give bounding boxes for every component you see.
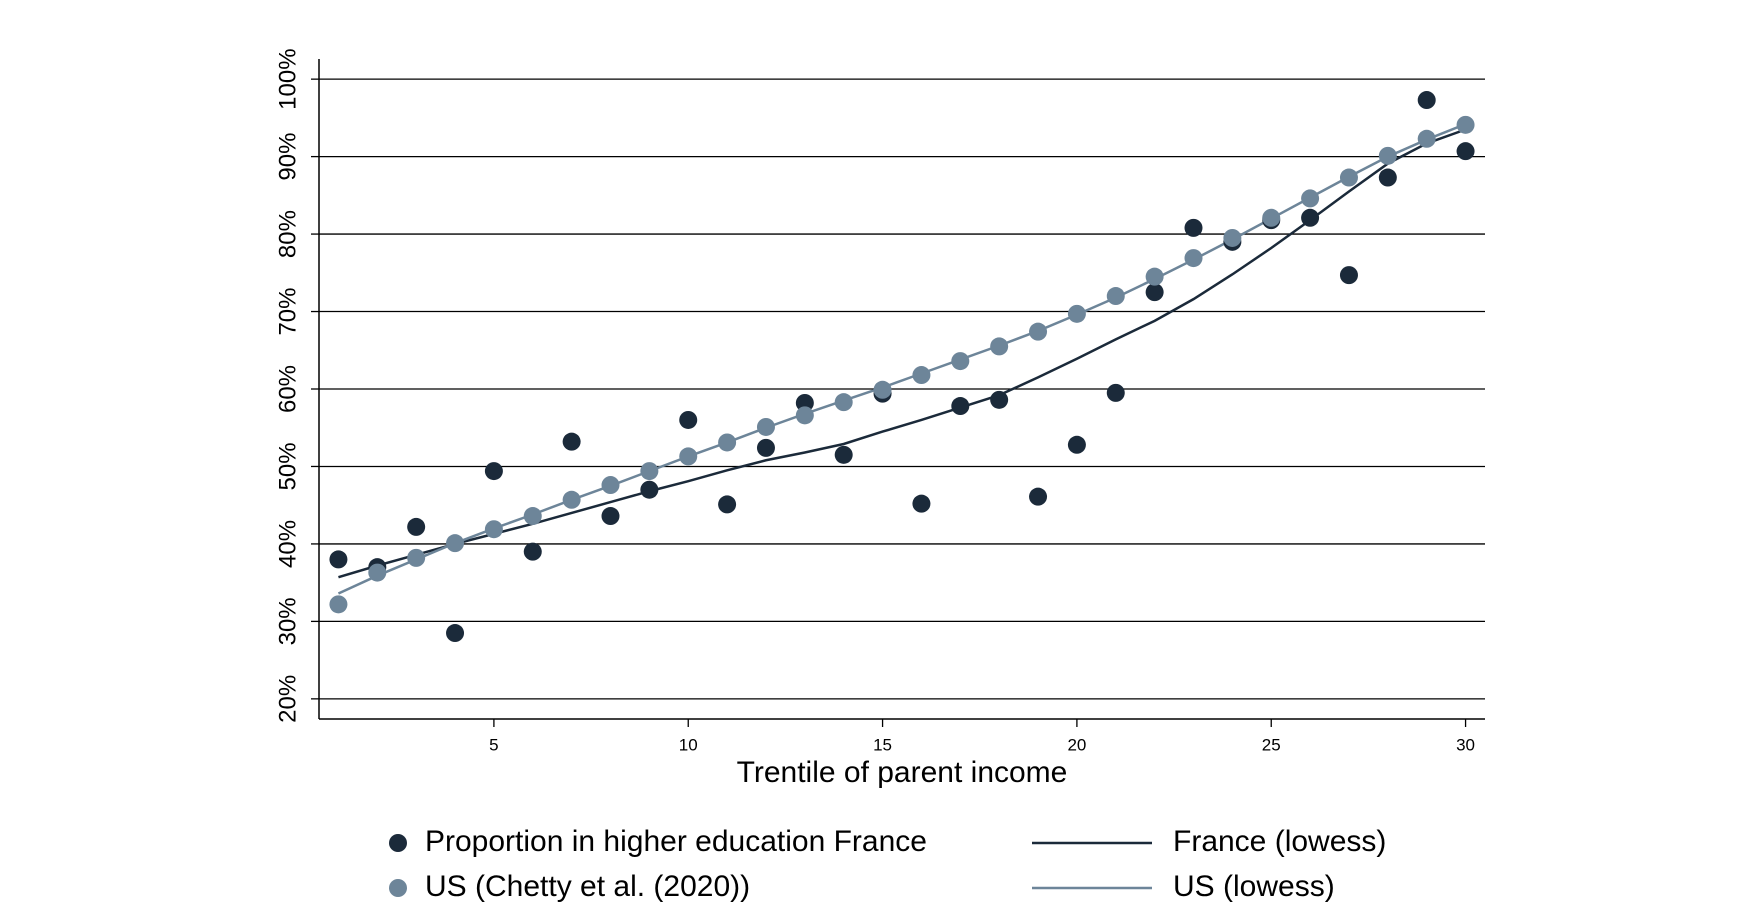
data-point xyxy=(951,352,970,371)
data-point xyxy=(1067,435,1086,454)
data-point xyxy=(1417,91,1436,110)
data-point xyxy=(1145,267,1164,286)
data-point xyxy=(601,476,620,495)
data-point xyxy=(912,366,931,385)
y-tick-label: 60% xyxy=(274,365,301,413)
data-point xyxy=(1145,283,1164,302)
x-tick-label: 30 xyxy=(1456,735,1475,754)
y-tick-label: 80% xyxy=(274,210,301,258)
data-point xyxy=(834,393,853,412)
y-tick-label: 90% xyxy=(274,133,301,181)
legend-label: Proportion in higher education France xyxy=(425,825,927,858)
data-point xyxy=(1339,168,1358,187)
lowess-line xyxy=(338,128,1466,579)
data-point xyxy=(640,480,659,499)
x-tick-label: 20 xyxy=(1067,735,1086,754)
x-tick-label: 10 xyxy=(679,735,698,754)
data-point xyxy=(407,548,426,567)
data-point xyxy=(756,417,775,436)
data-point xyxy=(523,507,542,526)
data-point xyxy=(1378,146,1397,165)
y-tick-label: 30% xyxy=(274,597,301,645)
data-point xyxy=(718,433,737,452)
y-tick-label: 50% xyxy=(274,442,301,490)
legend-label: US (Chetty et al. (2020)) xyxy=(425,870,750,903)
legend-label: France (lowess) xyxy=(1173,825,1386,858)
data-point xyxy=(718,495,737,514)
data-point xyxy=(1029,487,1048,506)
data-point xyxy=(1067,304,1086,323)
legend-swatch xyxy=(389,879,407,897)
data-point xyxy=(1417,129,1436,148)
data-point xyxy=(1456,142,1475,161)
data-point xyxy=(756,438,775,457)
data-point xyxy=(1106,287,1125,306)
x-tick-label: 5 xyxy=(489,735,498,754)
data-point xyxy=(1184,249,1203,268)
data-point xyxy=(990,390,1009,409)
x-axis-label: Trentile of parent income xyxy=(737,756,1068,789)
x-tick-label: 15 xyxy=(873,735,892,754)
lowess-line xyxy=(337,122,1467,595)
data-point xyxy=(834,445,853,464)
data-point xyxy=(484,520,503,539)
data-point xyxy=(1106,383,1125,402)
data-point xyxy=(873,380,892,399)
data-point xyxy=(1378,168,1397,187)
data-point xyxy=(1456,115,1475,134)
x-tick-label: 25 xyxy=(1262,735,1281,754)
data-point xyxy=(912,494,931,513)
legend-label: US (lowess) xyxy=(1173,870,1335,903)
y-tick-label: 70% xyxy=(274,288,301,336)
y-tick-label: 20% xyxy=(274,675,301,723)
data-point xyxy=(1223,228,1242,247)
data-point xyxy=(990,337,1009,356)
data-point xyxy=(484,462,503,481)
y-tick-label: 40% xyxy=(274,520,301,568)
data-point xyxy=(951,397,970,416)
data-point xyxy=(679,410,698,429)
data-point xyxy=(1029,322,1048,341)
data-point xyxy=(795,406,814,425)
data-point xyxy=(1301,189,1320,208)
data-point xyxy=(329,595,348,614)
data-point xyxy=(523,542,542,561)
data-point xyxy=(562,490,581,509)
data-point xyxy=(562,432,581,451)
data-point xyxy=(368,563,387,582)
data-point xyxy=(329,550,348,569)
data-point xyxy=(795,393,814,412)
legend-swatch xyxy=(389,834,407,852)
data-point xyxy=(446,534,465,553)
data-point xyxy=(640,462,659,481)
data-point xyxy=(679,447,698,466)
data-point xyxy=(1339,266,1358,285)
data-point xyxy=(407,517,426,536)
data-point xyxy=(1301,208,1320,227)
data-point xyxy=(601,507,620,526)
y-tick-label: 100% xyxy=(274,48,301,109)
data-point xyxy=(446,624,465,643)
data-point xyxy=(1184,218,1203,237)
data-point xyxy=(1262,208,1281,227)
